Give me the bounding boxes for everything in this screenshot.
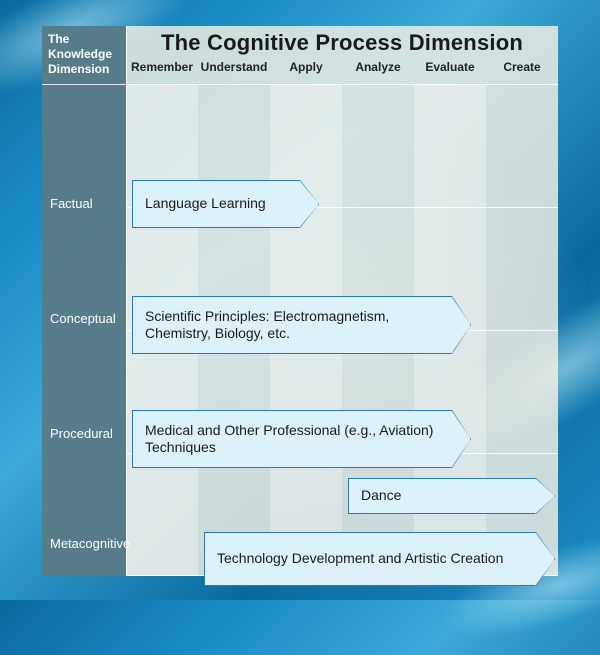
span-arrow: Scientific Principles: Electromagnetism,… [132, 296, 452, 354]
gridline [126, 84, 558, 85]
col-header-analyze: Analyze [342, 60, 414, 84]
row-header-procedural: Procedural [50, 426, 120, 441]
span-arrow: Technology Development and Artistic Crea… [204, 532, 536, 586]
col-header-evaluate: Evaluate [414, 60, 486, 84]
col-header-understand: Understand [198, 60, 270, 84]
row-header-metacognitive: Metacognitive [50, 536, 120, 551]
span-arrow: Medical and Other Professional (e.g., Av… [132, 410, 452, 468]
row-header-conceptual: Conceptual [50, 311, 120, 326]
column-headers: Remember Understand Apply Analyze Evalua… [126, 60, 558, 84]
col-header-create: Create [486, 60, 558, 84]
col-header-remember: Remember [126, 60, 198, 84]
row-header-factual: Factual [50, 196, 120, 211]
col-header-apply: Apply [270, 60, 342, 84]
taxonomy-panel: The Cognitive Process Dimension The Know… [42, 26, 558, 576]
grid-area: Language Learning Scientific Principles: … [126, 84, 558, 576]
panel-title: The Cognitive Process Dimension [126, 30, 558, 56]
span-arrow: Language Learning [132, 180, 300, 228]
knowledge-dimension-column: The Knowledge Dimension Factual Conceptu… [42, 26, 126, 576]
knowledge-dimension-label: The Knowledge Dimension [48, 32, 122, 77]
span-arrow: Dance [348, 478, 536, 514]
